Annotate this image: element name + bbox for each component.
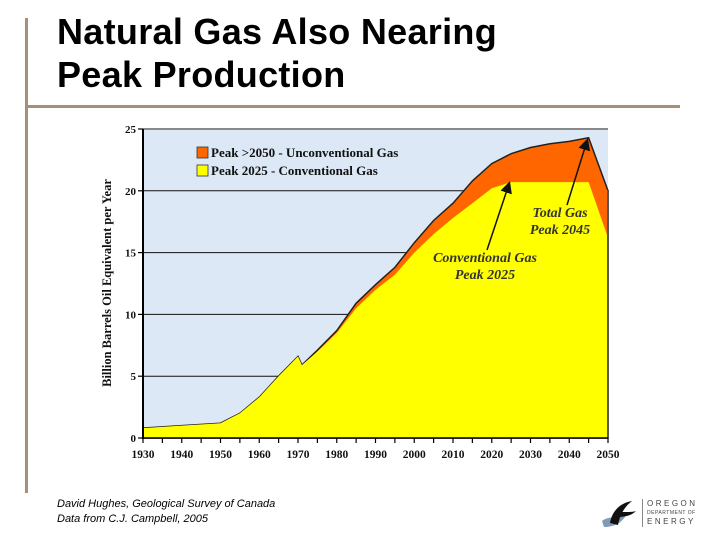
x-tick-label: 2030: [519, 449, 542, 461]
oregon-energy-logo-icon: [602, 501, 636, 527]
annotation-total-peak: Total Gas Peak 2045: [530, 138, 591, 238]
y-tick-label: 5: [131, 371, 137, 383]
x-tick-label: 2010: [442, 449, 465, 461]
x-tick-label: 1950: [209, 449, 232, 461]
vertical-rule: [25, 18, 28, 493]
legend: Peak >2050 - Unconventional Gas Peak 202…: [196, 145, 398, 178]
y-axis-ticks: 0 5 10 15 20 25: [125, 124, 143, 445]
page-title: Natural Gas Also Nearing Peak Production: [57, 10, 497, 96]
logo-line-1: OREGON: [647, 499, 698, 508]
arrow-icon: [486, 181, 512, 251]
conventional-gas-area: [143, 182, 608, 438]
y-tick-label: 15: [125, 248, 137, 260]
x-axis-ticks: 1930 1940 1950 1960 1970 1980 1990 2000 2010 2020…: [132, 438, 620, 461]
y-tick-label: 0: [131, 433, 137, 445]
source-line-1: David Hughes, Geological Survey of Canad…: [57, 498, 276, 510]
horizontal-rule: [25, 105, 680, 108]
annotation-conventional-line1: Conventional Gas: [433, 251, 537, 266]
x-tick-label: 2050: [597, 449, 620, 461]
legend-swatch-conventional: [196, 164, 209, 177]
x-tick-label: 2000: [403, 449, 426, 461]
legend-label-conventional: Peak 2025 - Conventional Gas: [211, 163, 378, 178]
title-line-2: Peak Production: [57, 54, 346, 95]
x-tick-label: 1980: [325, 449, 348, 461]
x-tick-label: 1960: [248, 449, 271, 461]
annotation-conventional-line2: Peak 2025: [455, 268, 515, 283]
arrow-icon: [566, 138, 591, 206]
annotation-total-line2: Peak 2045: [530, 223, 590, 238]
oregon-energy-logo: OREGON DEPARTMENT OF ENERGY: [596, 497, 716, 533]
legend-label-unconventional: Peak >2050 - Unconventional Gas: [211, 145, 398, 160]
y-tick-label: 10: [125, 309, 137, 321]
x-tick-label: 1930: [132, 449, 155, 461]
x-tick-label: 1990: [364, 449, 387, 461]
x-tick-label: 2040: [558, 449, 581, 461]
x-tick-label: 1940: [170, 449, 193, 461]
logo-line-3: ENERGY: [647, 517, 696, 526]
y-tick-label: 20: [125, 186, 137, 198]
annotation-conventional-peak: Conventional Gas Peak 2025: [433, 181, 537, 283]
logo-line-2: DEPARTMENT OF: [647, 510, 696, 516]
annotation-total-line1: Total Gas: [532, 206, 588, 221]
y-axis-label: Billion Barrels Oil Equivalent per Year: [100, 179, 114, 387]
title-line-1: Natural Gas Also Nearing: [57, 11, 497, 52]
x-tick-label: 1970: [287, 449, 310, 461]
y-tick-label: 25: [125, 124, 137, 136]
source-line-2: Data from C.J. Campbell, 2005: [57, 513, 209, 525]
source-citation: David Hughes, Geological Survey of Canad…: [57, 497, 275, 527]
legend-swatch-unconventional: [196, 146, 209, 159]
x-tick-label: 2020: [480, 449, 503, 461]
logo-text: OREGON DEPARTMENT OF ENERGY: [642, 499, 698, 527]
